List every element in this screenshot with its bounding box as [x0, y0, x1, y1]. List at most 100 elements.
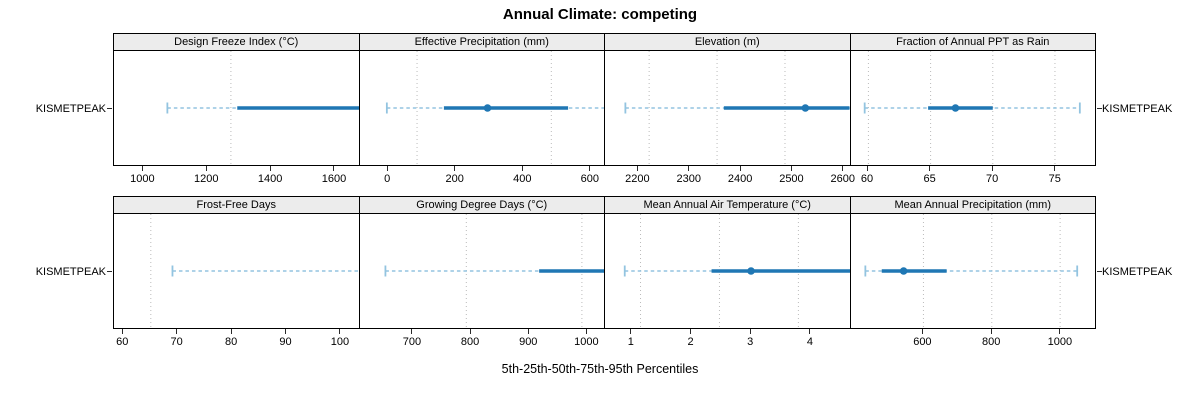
- x-tick-mark: [469, 329, 471, 334]
- x-tick-label: 1600: [321, 173, 347, 185]
- panel-plot-area: [358, 51, 821, 166]
- x-tick-label: 1000: [574, 336, 599, 348]
- panel: Elevation (m) 2200 2300 2400 2500 2600: [604, 33, 922, 192]
- median-dot: [899, 267, 907, 275]
- panel-svg: [863, 214, 1078, 328]
- panel-svg: [863, 51, 1081, 165]
- row-label-right-bottom: KISMETPEAK: [1102, 266, 1173, 278]
- x-tick-mark: [521, 166, 523, 171]
- x-tick-mark: [749, 329, 751, 334]
- panel-x-axis: 1 2 3 4: [604, 329, 851, 355]
- x-tick-mark: [284, 329, 286, 334]
- median-dot: [747, 267, 755, 275]
- x-tick-mark: [739, 166, 741, 171]
- panel-plot-area: [358, 214, 820, 329]
- panel-strip-title: Elevation (m): [604, 33, 851, 51]
- x-tick-label: 0: [384, 173, 391, 185]
- y-axis-tick: [1097, 108, 1102, 109]
- x-tick-mark: [866, 166, 868, 171]
- x-tick-mark: [688, 166, 690, 171]
- x-tick-mark: [333, 166, 335, 171]
- panel-plot-area: [604, 51, 922, 166]
- x-tick-label: 70: [986, 173, 999, 185]
- x-tick-mark: [205, 166, 207, 171]
- x-tick-label: 2300: [676, 173, 701, 185]
- panel: Mean Annual Air Temperature (°C) 1 2 3 4: [604, 196, 910, 355]
- x-tick-label: 900: [519, 336, 538, 348]
- x-tick-label: 2: [687, 336, 694, 348]
- x-tick-label: 2200: [625, 173, 650, 185]
- x-tick-mark: [121, 329, 123, 334]
- panel-x-axis: 1000 1200 1400 1600: [113, 166, 360, 192]
- x-tick-label: 1000: [130, 173, 155, 185]
- panel-plot-area: [604, 214, 910, 329]
- x-tick-label: 400: [513, 173, 532, 185]
- panel-x-axis: 0 200 400 600: [359, 166, 606, 192]
- panel-plot-area: [849, 51, 1096, 166]
- panel-x-axis: 700 800 900 1000: [359, 329, 606, 355]
- x-tick-label: 60: [860, 173, 874, 185]
- x-tick-label: 2600: [830, 173, 856, 185]
- x-tick-mark: [585, 329, 587, 334]
- x-tick-label: 1200: [193, 173, 219, 185]
- x-tick-label: 2400: [727, 173, 753, 185]
- x-tick-label: 3: [747, 336, 754, 348]
- x-tick-label: 200: [445, 173, 464, 185]
- panel: Growing Degree Days (°C) 700 800 900 1000: [358, 196, 820, 355]
- x-tick-label: 65: [923, 173, 936, 185]
- panel-x-axis: 2200 2300 2400 2500 2600: [604, 166, 855, 192]
- median-dot: [951, 104, 959, 112]
- x-tick-mark: [411, 329, 413, 334]
- x-tick-mark: [636, 166, 638, 171]
- panel-strip-title: Fraction of Annual PPT as Rain: [849, 33, 1096, 51]
- x-tick-label: 800: [981, 336, 1001, 348]
- panel-x-axis: 60 70 80 90 100: [113, 329, 360, 355]
- x-tick-label: 80: [224, 336, 238, 348]
- x-tick-label: 600: [580, 173, 599, 185]
- x-tick-mark: [527, 329, 529, 334]
- x-tick-mark: [790, 166, 792, 171]
- x-tick-label: 70: [170, 336, 183, 348]
- x-tick-label: 700: [402, 336, 422, 348]
- x-tick-mark: [454, 166, 456, 171]
- x-tick-mark: [991, 166, 993, 171]
- panel-plot-area: [849, 214, 1096, 329]
- panel: Frost-Free Days 60 70 80 90 100: [113, 196, 1040, 355]
- panel-strip-title: Frost-Free Days: [113, 196, 360, 214]
- x-tick-label: 1: [627, 336, 634, 348]
- x-tick-mark: [990, 329, 992, 334]
- x-tick-mark: [141, 166, 143, 171]
- x-tick-mark: [269, 166, 271, 171]
- x-tick-label: 60: [116, 336, 129, 348]
- panel-x-axis: 60 65 70 75: [850, 166, 1097, 192]
- x-tick-label: 1000: [1047, 336, 1073, 348]
- x-tick-mark: [809, 329, 811, 334]
- y-axis-tick: [107, 271, 112, 272]
- x-tick-label: 2500: [779, 173, 804, 185]
- panel-row-top: Design Freeze Index (°C) 1000 1200 1400 1600…: [113, 33, 1096, 192]
- median-dot: [801, 104, 810, 112]
- y-axis-tick: [1097, 271, 1102, 272]
- x-tick-mark: [176, 329, 178, 334]
- panel-row-bottom: Frost-Free Days 60 70 80 90 100 Growing Degree…: [113, 196, 1096, 355]
- x-tick-label: 90: [279, 336, 292, 348]
- panel-strip-title: Design Freeze Index (°C): [113, 33, 360, 51]
- panel-plot-area: [113, 214, 1040, 329]
- x-tick-mark: [1059, 329, 1061, 334]
- x-tick-mark: [690, 329, 692, 334]
- panel-strip-title: Mean Annual Air Temperature (°C): [604, 196, 851, 214]
- row-label-right-top: KISMETPEAK: [1102, 103, 1173, 115]
- row-label-left-top: KISMETPEAK: [35, 103, 106, 115]
- x-tick-mark: [929, 166, 931, 171]
- panel-strip-title: Mean Annual Precipitation (mm): [849, 196, 1096, 214]
- median-dot: [483, 104, 491, 112]
- x-tick-label: 75: [1048, 173, 1061, 185]
- row-label-left-bottom: KISMETPEAK: [35, 266, 106, 278]
- x-tick-label: 100: [330, 336, 350, 348]
- x-tick-mark: [630, 329, 632, 334]
- panel: Effective Precipitation (mm) 0 200 400 600: [358, 33, 821, 192]
- panel: Fraction of Annual PPT as Rain 60 65 70 75: [849, 33, 1097, 192]
- panel-strip-title: Effective Precipitation (mm): [358, 33, 605, 51]
- panel-strip-title: Growing Degree Days (°C): [358, 196, 605, 214]
